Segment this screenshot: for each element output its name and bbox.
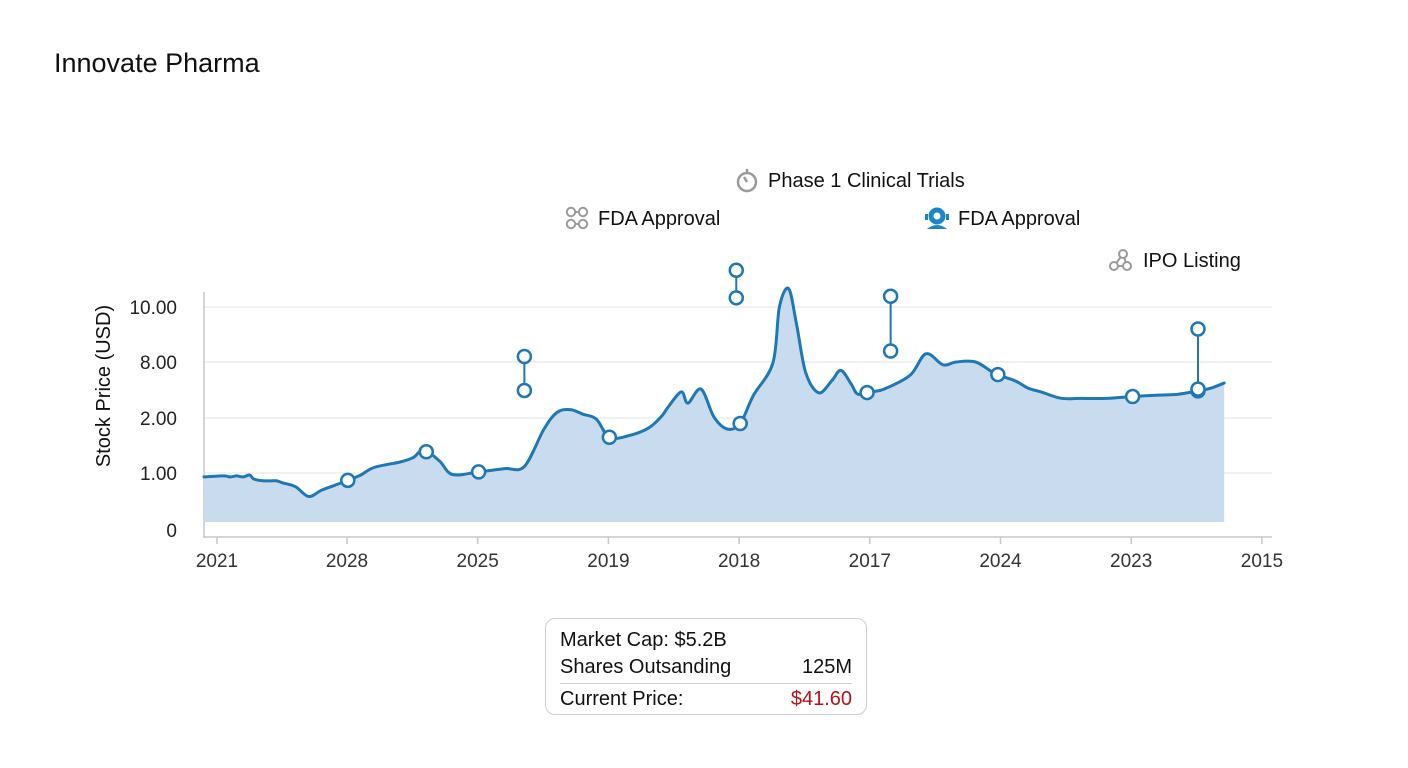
annotation-pin: [1190, 321, 1206, 337]
x-tick-label: 2025: [457, 551, 499, 572]
shares-label: Shares Outsanding: [560, 656, 732, 678]
shares-value: 125M: [801, 656, 852, 678]
x-tick-label: 2017: [849, 551, 891, 572]
annotation-label: Phase 1 Clinical Trials: [768, 170, 965, 192]
annotation-marker: [1190, 381, 1206, 397]
x-tick-label: 2028: [326, 551, 368, 572]
annotation-pin: [516, 348, 533, 365]
x-tick-label: 2018: [718, 551, 760, 572]
molecule-icon: [565, 206, 589, 230]
annotation: Phase 1 Clinical Trials: [728, 169, 965, 306]
data-point-marker: [418, 443, 435, 460]
robot-icon: [925, 207, 949, 229]
data-point-marker: [859, 384, 875, 401]
y-tick-label: 8.00: [140, 353, 177, 374]
x-tick-label: 2023: [1110, 551, 1152, 572]
x-tick-label: 2021: [196, 551, 238, 572]
y-axis-label: Stock Price (USD): [93, 305, 115, 467]
y-tick-label: 10.00: [129, 298, 177, 319]
market-cap-row: Market Cap: $5.2B: [560, 627, 852, 654]
annotation-marker: [516, 382, 533, 399]
y-tick-label: 1.00: [140, 464, 177, 485]
y-axis-ticks: 0 1.00 2.00 8.00 10.00: [129, 298, 177, 542]
annotation-marker: [882, 343, 899, 359]
x-tick-label: 2024: [979, 551, 1022, 572]
data-point-marker: [732, 415, 748, 432]
annotation-label: IPO Listing: [1143, 250, 1241, 272]
data-point-marker: [470, 464, 487, 480]
annotation-label: FDA Approval: [958, 208, 1080, 230]
current-price-value: $41.60: [790, 687, 852, 710]
data-point-marker: [340, 472, 356, 489]
data-point-marker: [601, 429, 618, 445]
annotation: IPO Listing: [1109, 249, 1241, 397]
market-cap-text: Market Cap: $5.2B: [560, 629, 727, 651]
x-tick-label: 2019: [587, 551, 629, 572]
annotation-pin: [882, 288, 899, 305]
network-icon: [1109, 249, 1132, 271]
data-point-marker: [990, 366, 1006, 383]
current-price-label: Current Price:: [560, 687, 684, 710]
current-price-row: Current Price: $41.60: [560, 683, 852, 714]
chart-title: Innovate Pharma: [54, 48, 260, 78]
x-axis-ticks: 2021 2028 2025 2019 2018 2017 2024 2023 2015: [196, 537, 1283, 572]
x-tick-label: 2015: [1241, 551, 1283, 572]
y-tick-label: 2.00: [140, 409, 177, 430]
data-point-marker: [1124, 388, 1141, 405]
annotation-label: FDA Approval: [598, 208, 720, 230]
price-area-fill: [204, 288, 1225, 522]
stock-price-chart: 2021 2028 2025 2019 2018 2017 2024 2023 2015 0 1.…: [93, 169, 1283, 572]
annotation: FDA Approval: [516, 206, 720, 399]
annotation-marker: [728, 290, 745, 306]
annotation-pin: [728, 262, 745, 278]
stopwatch-icon: [736, 169, 758, 193]
event-annotations: FDA Approval Phase 1 Clinical Trials FDA A…: [516, 169, 1241, 399]
y-tick-label: 0: [166, 521, 177, 542]
stats-panel: Market Cap: $5.2B Shares Outsanding 125M…: [545, 618, 867, 715]
shares-row: Shares Outsanding 125M: [560, 654, 852, 681]
annotation: FDA Approval: [882, 207, 1080, 359]
